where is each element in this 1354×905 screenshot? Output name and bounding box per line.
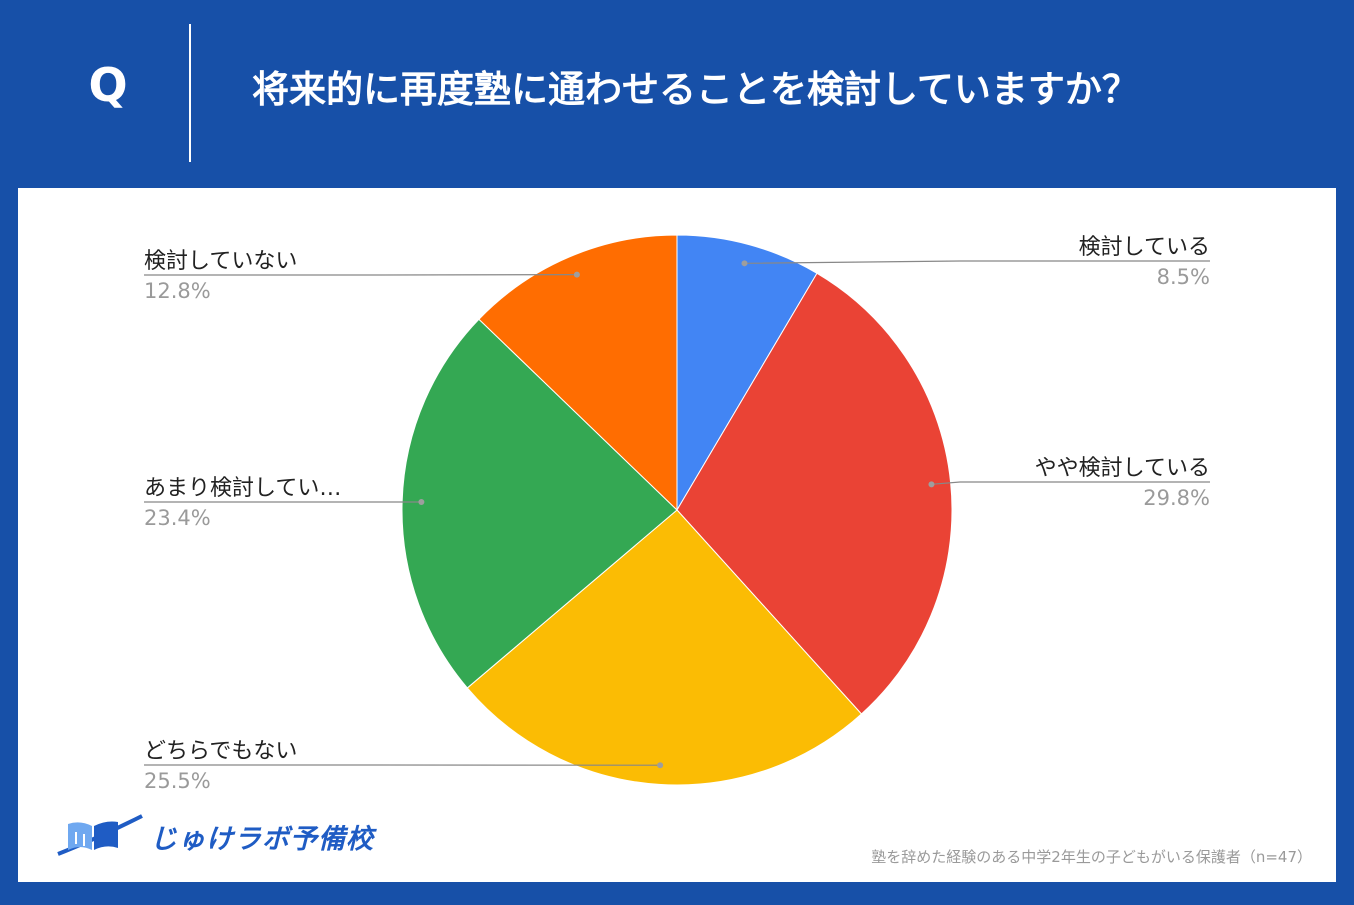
juken-labo-logo: じゅけラボ予備校 [54,810,374,860]
pie-chart: 検討している 8.5% やや検討している 29.8% どちらでもない 25.5% あまり検討… [144,234,1210,793]
pie-slice [676,234,818,512]
slice-label-group: 検討していない 12.8% [144,249,580,303]
leader-line [744,260,1210,264]
slice-label: 検討していない [144,249,297,274]
leader-line [931,481,1210,485]
leader-dot [928,481,935,488]
slice-label-group: あまり検討してい… 23.4% [144,476,425,530]
leader-dot [657,762,664,769]
slice-percent-label: 25.5% [144,769,211,793]
chart-panel: 検討している 8.5% やや検討している 29.8% どちらでもない 25.5% あまり検討… [18,188,1336,882]
pie-slice [466,509,863,786]
slice-percent-label: 12.8% [144,279,211,303]
question-header: Q 将来的に再度塾に通わせることを検討していますか？ [0,0,1354,188]
slice-percent-label: 29.8% [1143,486,1210,510]
open-book-swoosh-icon [57,814,143,856]
leader-dot [741,260,748,267]
slice-label: どちらでもない [144,739,297,764]
sample-footnote: 塾を辞めた経験のある中学2年生の子どもがいる保護者（n=47） [871,848,1312,866]
leader-dot [418,498,425,505]
slice-percent-label: 8.5% [1157,265,1210,289]
slice-label: 検討している [1079,235,1210,260]
logo-text: じゅけラボ予備校 [150,824,374,855]
slice-label-group: どちらでもない 25.5% [144,739,664,793]
question-text: 将来的に再度塾に通わせることを検討していますか？ [252,68,1139,111]
header-divider [189,24,191,162]
pie-slice [401,318,678,689]
slice-label: あまり検討してい… [144,476,341,501]
slice-label-group: やや検討している 29.8% [928,456,1210,510]
pie-slice [478,234,678,512]
slice-label: やや検討している [1035,456,1210,481]
leader-dot [573,271,580,278]
slice-label-group: 検討している 8.5% [741,235,1210,289]
slice-percent-label: 23.4% [144,506,211,530]
q-label: Q [88,58,128,112]
